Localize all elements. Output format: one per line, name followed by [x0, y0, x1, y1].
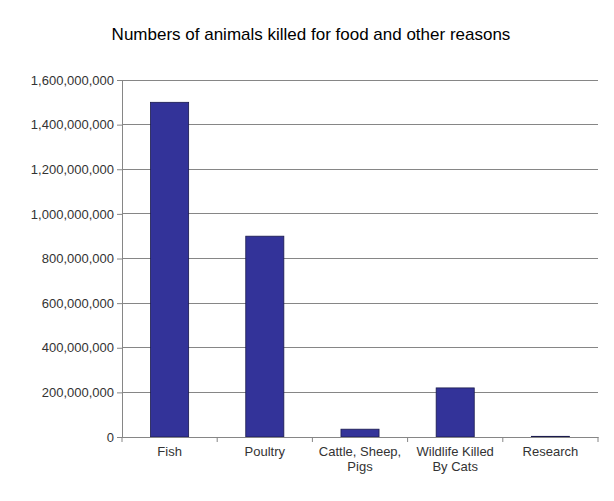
grid-line — [122, 392, 598, 393]
x-tick-label: Poultry — [245, 444, 286, 459]
bar — [151, 102, 189, 437]
x-tick-label: Research — [523, 444, 579, 459]
x-tick: Fish — [157, 437, 182, 459]
bar — [246, 236, 284, 437]
grid-line — [122, 80, 598, 81]
x-tick-label: Cattle, Sheep,Pigs — [319, 444, 401, 474]
y-tick: 1,600,000,000 — [31, 73, 122, 88]
grid-line — [122, 124, 598, 125]
y-tick: 400,000,000 — [42, 340, 122, 355]
bars — [151, 102, 570, 437]
x-axis: Fish Poultry Cattle, Sheep,Pigs Wildlife Ki… — [123, 437, 599, 474]
bar — [341, 429, 379, 437]
category-separators — [122, 437, 598, 442]
y-tick-label: 200,000,000 — [42, 385, 114, 400]
y-tick-mark — [117, 169, 122, 170]
grid-line — [122, 258, 598, 259]
grid-line — [122, 303, 598, 304]
y-tick: 1,000,000,000 — [31, 207, 122, 222]
y-tick-label: 800,000,000 — [42, 251, 114, 266]
y-tick-label: 1,400,000,000 — [31, 117, 114, 132]
chart: Numbers of animals killed for food and o… — [0, 0, 614, 501]
category-separator — [407, 437, 408, 442]
category-separator — [502, 437, 503, 442]
title: Numbers of animals killed for food and o… — [112, 25, 511, 44]
bar — [531, 436, 569, 437]
y-tick-label: 0 — [107, 430, 114, 445]
y-tick-label: 1,600,000,000 — [31, 73, 114, 88]
y-tick-label: 400,000,000 — [42, 340, 114, 355]
y-tick: 200,000,000 — [42, 385, 122, 400]
y-axis: 0 200,000,000 400,000,000 600,000,000 800,00… — [31, 73, 123, 445]
x-tick: Cattle, Sheep,Pigs — [319, 437, 401, 474]
bar — [436, 388, 474, 437]
y-tick-mark — [117, 348, 122, 349]
y-tick-mark — [117, 214, 122, 215]
plot: 0 200,000,000 400,000,000 600,000,000 800,00… — [31, 73, 599, 475]
x-tick-label: Wildlife KilledBy Cats — [417, 444, 494, 474]
y-tick-label: 600,000,000 — [42, 296, 114, 311]
y-tick-mark — [117, 437, 122, 438]
y-tick: 1,200,000,000 — [31, 162, 122, 177]
y-axis-line — [122, 81, 123, 438]
y-tick: 600,000,000 — [42, 296, 122, 311]
y-tick: 1,400,000,000 — [31, 117, 122, 132]
x-tick: Research — [523, 437, 579, 459]
grid-line — [122, 213, 598, 214]
x-tick: Wildlife KilledBy Cats — [417, 437, 494, 474]
category-separator — [312, 437, 313, 442]
y-tick-label: 1,000,000,000 — [31, 207, 114, 222]
category-separator — [122, 437, 123, 442]
x-tick-label: Fish — [157, 444, 182, 459]
y-tick-mark — [117, 125, 122, 126]
category-separator — [598, 437, 599, 442]
y-tick: 800,000,000 — [42, 251, 122, 266]
grid-line — [122, 169, 598, 170]
y-tick-label: 1,200,000,000 — [31, 162, 114, 177]
category-separator — [217, 437, 218, 442]
y-tick-mark — [117, 259, 122, 260]
grid — [122, 80, 598, 437]
x-axis-line — [123, 437, 599, 438]
y-tick-mark — [117, 80, 122, 81]
y-tick: 0 — [107, 430, 122, 445]
x-tick: Poultry — [245, 437, 286, 459]
y-tick-mark — [117, 392, 122, 393]
y-tick-mark — [117, 303, 122, 304]
grid-line — [122, 347, 598, 348]
